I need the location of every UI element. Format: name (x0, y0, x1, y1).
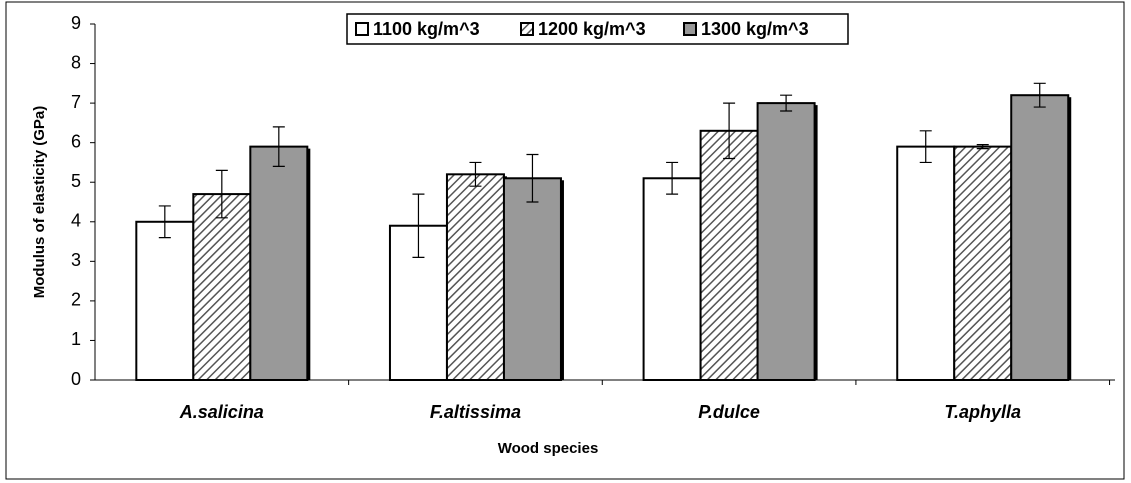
x-axis-label: Wood species (498, 440, 599, 457)
y-tick-label: 5 (71, 171, 81, 191)
y-tick-label: 8 (71, 52, 81, 72)
error-bar (919, 130, 932, 164)
error-bar (469, 161, 482, 187)
legend-label: 1200 kg/m^3 (538, 19, 646, 39)
legend-label: 1300 kg/m^3 (701, 19, 809, 39)
error-bar (976, 144, 989, 150)
error-bar (412, 193, 425, 258)
error-bar (215, 169, 228, 219)
y-tick-label: 1 (71, 329, 81, 349)
y-tick-label: 7 (71, 92, 81, 112)
error-bar (158, 205, 171, 239)
error-bar (526, 153, 539, 203)
error-bar (723, 102, 736, 160)
legend-swatch (683, 22, 697, 36)
error-bar (780, 94, 793, 112)
y-tick-label: 9 (71, 13, 81, 33)
bar (502, 177, 562, 381)
bar (896, 145, 956, 381)
legend-box (346, 13, 849, 45)
bar (953, 145, 1013, 381)
y-tick-label: 2 (71, 290, 81, 310)
error-bar (272, 126, 285, 167)
error-bar (1033, 82, 1046, 108)
y-axis-label: Modulus of elasticity (GPa) (31, 106, 48, 299)
legend-label: 1100 kg/m^3 (373, 19, 480, 39)
legend-swatch (520, 22, 534, 36)
bar (642, 177, 702, 381)
y-tick-label: 3 (71, 250, 81, 270)
x-tick-label: A.salicina (179, 402, 264, 422)
bar (135, 220, 195, 381)
bar (192, 193, 252, 381)
bar (699, 129, 759, 381)
y-tick-label: 4 (71, 211, 81, 231)
error-bar (666, 161, 679, 195)
bar (249, 145, 309, 381)
bar (445, 173, 505, 381)
x-tick-label: P.dulce (698, 402, 760, 422)
bar (1010, 94, 1070, 381)
x-tick-label: T.aphylla (944, 402, 1021, 422)
bar (756, 102, 816, 381)
legend-swatch (355, 22, 369, 36)
y-tick-label: 0 (71, 369, 81, 389)
y-tick-label: 6 (71, 131, 81, 151)
x-tick-label: F.altissima (430, 402, 521, 422)
